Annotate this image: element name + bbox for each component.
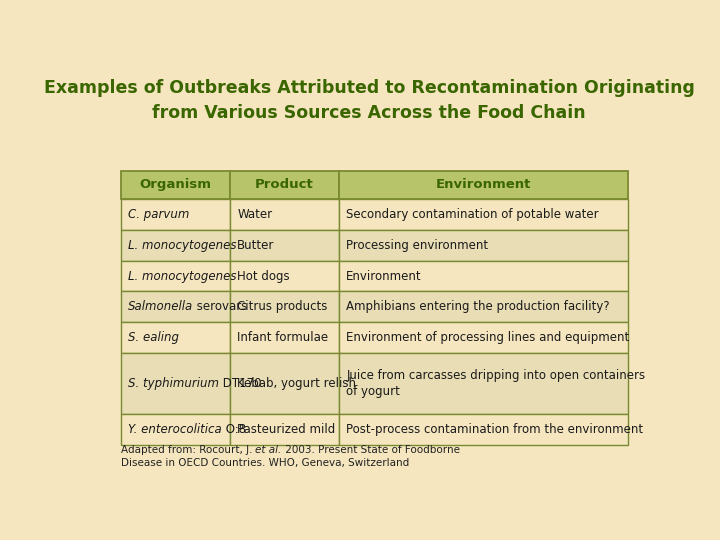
Bar bbox=[121, 322, 230, 353]
Bar bbox=[230, 292, 339, 322]
Text: Kebab, yogurt relish: Kebab, yogurt relish bbox=[237, 377, 356, 390]
Text: Post-process contamination from the environment: Post-process contamination from the envi… bbox=[346, 423, 644, 436]
Text: Salmonella: Salmonella bbox=[128, 300, 193, 313]
Text: S. ealing: S. ealing bbox=[128, 331, 179, 344]
Text: Organism: Organism bbox=[139, 178, 211, 192]
Text: L. monocytogenes: L. monocytogenes bbox=[128, 239, 236, 252]
Bar bbox=[230, 353, 339, 415]
Text: Examples of Outbreaks Attributed to Recontamination Originating
from Various Sou: Examples of Outbreaks Attributed to Reco… bbox=[44, 79, 694, 122]
Text: Adapted from: Rocourt, J.: Adapted from: Rocourt, J. bbox=[121, 446, 256, 455]
Bar bbox=[339, 230, 629, 261]
Text: Citrus products: Citrus products bbox=[237, 300, 328, 313]
Text: serovars: serovars bbox=[193, 300, 248, 313]
Bar bbox=[230, 199, 339, 230]
Text: Pasteurized mild: Pasteurized mild bbox=[237, 423, 336, 436]
Bar bbox=[121, 171, 230, 199]
Bar bbox=[339, 261, 629, 292]
Text: Amphibians entering the production facility?: Amphibians entering the production facil… bbox=[346, 300, 610, 313]
Bar bbox=[230, 415, 339, 446]
Text: et al.: et al. bbox=[256, 446, 282, 455]
Bar bbox=[230, 230, 339, 261]
Text: Processing environment: Processing environment bbox=[346, 239, 488, 252]
Bar bbox=[121, 261, 230, 292]
Bar bbox=[230, 261, 339, 292]
Bar bbox=[339, 171, 629, 199]
Text: Water: Water bbox=[237, 208, 272, 221]
Text: Secondary contamination of potable water: Secondary contamination of potable water bbox=[346, 208, 599, 221]
Text: L. monocytogenes: L. monocytogenes bbox=[128, 269, 236, 282]
Text: Environment of processing lines and equipment: Environment of processing lines and equi… bbox=[346, 331, 629, 344]
Text: Environment: Environment bbox=[436, 178, 531, 192]
Bar bbox=[230, 171, 339, 199]
Text: Infant formulae: Infant formulae bbox=[237, 331, 328, 344]
Text: Environment: Environment bbox=[346, 269, 422, 282]
Bar bbox=[121, 292, 230, 322]
Bar bbox=[339, 199, 629, 230]
Bar bbox=[339, 415, 629, 446]
Text: of yogurt: of yogurt bbox=[346, 385, 400, 398]
Bar bbox=[339, 353, 629, 415]
Text: C. parvum: C. parvum bbox=[128, 208, 189, 221]
Text: Juice from carcasses dripping into open containers: Juice from carcasses dripping into open … bbox=[346, 369, 645, 382]
Bar bbox=[121, 199, 230, 230]
Text: Butter: Butter bbox=[237, 239, 274, 252]
Text: Disease in OECD Countries. WHO, Geneva, Switzerland: Disease in OECD Countries. WHO, Geneva, … bbox=[121, 458, 409, 468]
Text: 2003. Present State of Foodborne: 2003. Present State of Foodborne bbox=[282, 446, 459, 455]
Bar bbox=[339, 292, 629, 322]
Bar bbox=[121, 415, 230, 446]
Text: Product: Product bbox=[255, 178, 314, 192]
Text: Y. enterocolitica: Y. enterocolitica bbox=[128, 423, 222, 436]
Text: Hot dogs: Hot dogs bbox=[237, 269, 289, 282]
Bar bbox=[121, 230, 230, 261]
Bar bbox=[339, 322, 629, 353]
Text: S. typhimurium: S. typhimurium bbox=[128, 377, 219, 390]
Bar bbox=[230, 322, 339, 353]
Text: O:8: O:8 bbox=[222, 423, 246, 436]
Text: DT170: DT170 bbox=[219, 377, 261, 390]
Bar bbox=[121, 353, 230, 415]
